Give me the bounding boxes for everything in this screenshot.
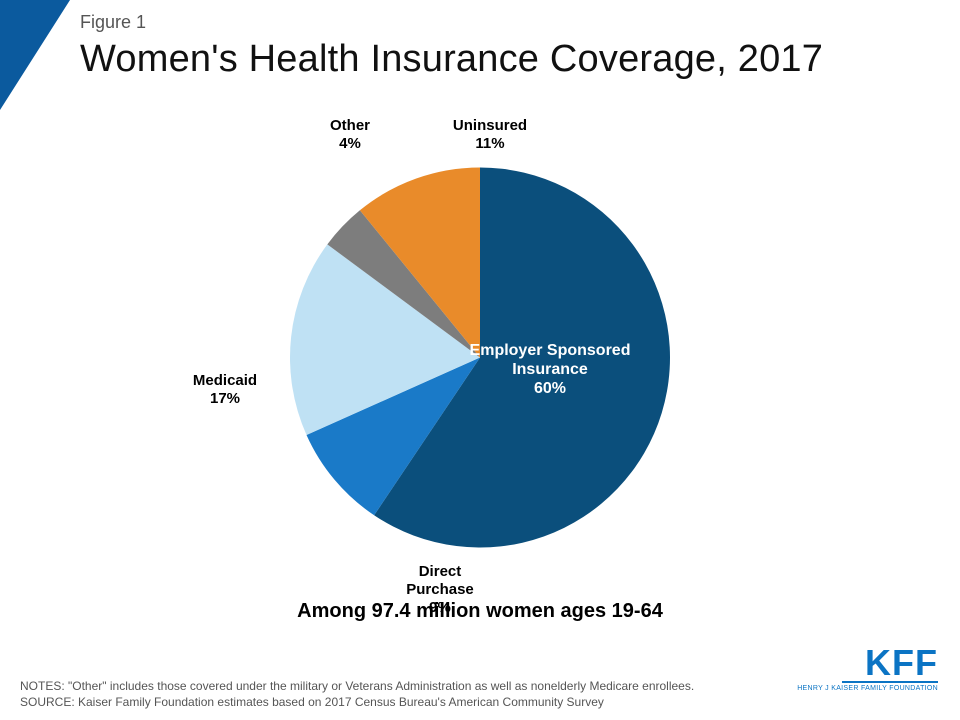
pie-slice-label: Other 4%	[330, 117, 370, 153]
kff-logo-tagline: HENRY J KAISER FAMILY FOUNDATION	[797, 685, 938, 692]
pie-chart: Employer Sponsored Insurance 60%Direct P…	[0, 130, 960, 590]
figure-label: Figure 1	[80, 12, 146, 33]
pie-slice-label: Employer Sponsored Insurance 60%	[470, 341, 631, 399]
kff-logo-text: KFF	[797, 647, 938, 679]
kff-logo: KFF HENRY J KAISER FAMILY FOUNDATION	[797, 647, 938, 692]
corner-accent	[0, 0, 70, 110]
chart-title: Women's Health Insurance Coverage, 2017	[80, 38, 823, 81]
page: Figure 1 Women's Health Insurance Covera…	[0, 0, 960, 720]
chart-subtitle: Among 97.4 million women ages 19-64	[0, 600, 960, 623]
notes-line-2: SOURCE: Kaiser Family Foundation estimat…	[20, 694, 940, 710]
pie-slice-label: Uninsured 11%	[453, 117, 527, 153]
pie-slice-label: Medicaid 17%	[193, 372, 257, 408]
